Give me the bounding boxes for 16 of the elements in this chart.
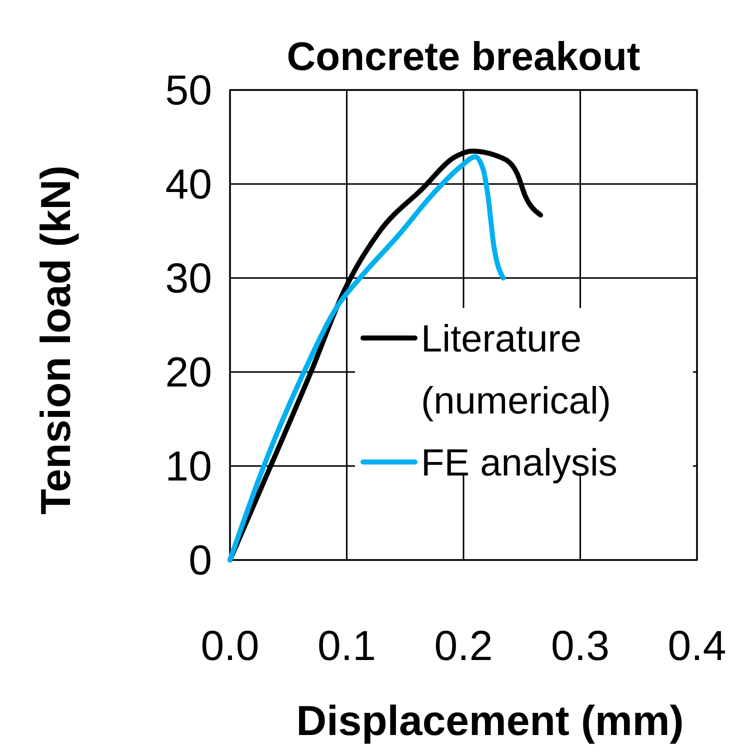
x-tick-label: 0.1 [318,622,376,669]
x-axis-title: Displacement (mm) [296,697,684,744]
y-tick-label: 30 [165,254,212,302]
y-tick-label: 40 [165,160,212,208]
y-tick-label: 10 [165,442,212,490]
x-tick-label: 0.3 [551,622,610,669]
y-tick-label: 50 [165,66,212,114]
legend-label: FE analysis [421,442,618,484]
x-tick-label: 0.0 [200,622,260,669]
y-tick-label: 0 [188,536,212,584]
y-axis-title: Tension load (kN) [32,165,79,515]
x-tick-label: 0.4 [668,622,726,669]
y-tick-label: 20 [165,348,212,396]
chart-title: Concrete breakout [286,35,640,79]
x-tick-label: 0.2 [434,622,493,669]
legend-label: Literature (numerical) [421,318,612,422]
